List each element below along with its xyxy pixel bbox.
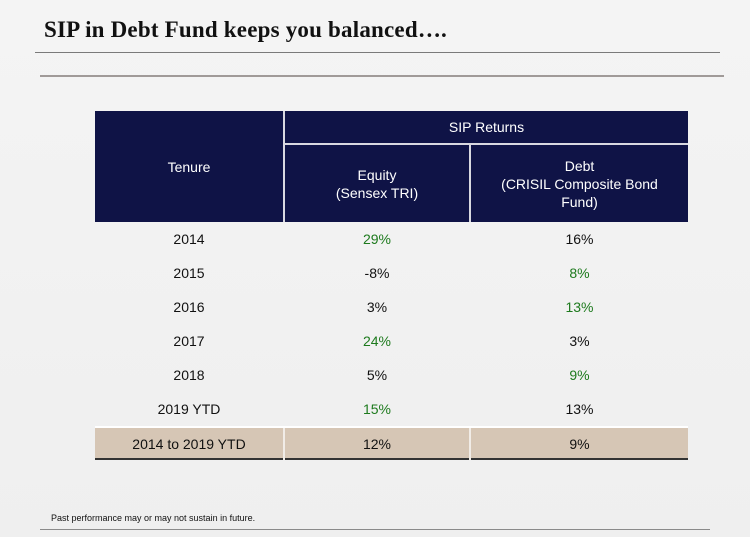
- header-debt: Debt (CRISIL Composite Bond Fund): [471, 145, 688, 222]
- cell-tenure: 2017: [173, 333, 205, 349]
- table-total-row: 2014 to 2019 YTD 12% 9%: [95, 426, 688, 460]
- header-equity-line1: Equity: [357, 166, 397, 183]
- table-header: Tenure SIP Returns Equity (Sensex TRI) D…: [95, 111, 688, 222]
- cell-debt: 3%: [569, 333, 590, 349]
- table-row: 2014 29% 16%: [95, 222, 688, 256]
- cell-debt: 13%: [565, 299, 594, 315]
- header-debt-line1: Debt: [564, 157, 595, 174]
- header-tenure: Tenure: [167, 158, 211, 175]
- header-divider: [469, 145, 471, 222]
- total-divider: [283, 428, 285, 460]
- cell-equity: 5%: [366, 367, 388, 383]
- cell-debt: 9%: [569, 367, 590, 383]
- header-divider: [283, 111, 285, 222]
- cell-debt: 13%: [565, 401, 594, 417]
- cell-equity: 3%: [366, 299, 388, 315]
- header-debt-line3: Fund): [561, 193, 598, 210]
- cell-equity: -8%: [364, 265, 390, 281]
- disclaimer-footnote: Past performance may or may not sustain …: [51, 513, 256, 523]
- cell-tenure: 2016: [173, 299, 205, 315]
- cell-equity: 29%: [362, 231, 392, 247]
- header-debt-line2: (CRISIL Composite Bond: [501, 175, 658, 192]
- title-divider: [35, 52, 720, 53]
- section-divider: [40, 75, 724, 77]
- cell-debt: 16%: [565, 231, 594, 247]
- page-title: SIP in Debt Fund keeps you balanced….: [44, 17, 447, 42]
- header-equity: Equity (Sensex TRI): [285, 145, 469, 222]
- header-sip-returns: SIP Returns: [448, 119, 525, 135]
- table-row: 2018 5% 9%: [95, 358, 688, 392]
- table-row: 2019 YTD 15% 13%: [95, 392, 688, 426]
- cell-debt: 9%: [569, 436, 590, 452]
- table-row: 2016 3% 13%: [95, 290, 688, 324]
- sip-returns-table: Tenure SIP Returns Equity (Sensex TRI) D…: [95, 111, 688, 460]
- cell-tenure: 2019 YTD: [157, 401, 221, 417]
- total-divider: [469, 428, 471, 460]
- header-equity-line2: (Sensex TRI): [335, 184, 419, 201]
- cell-tenure: 2018: [173, 367, 205, 383]
- cell-equity: 15%: [362, 401, 392, 417]
- table-row: 2017 24% 3%: [95, 324, 688, 358]
- cell-debt: 8%: [569, 265, 590, 281]
- header-divider: [285, 143, 688, 145]
- table-row: 2015 -8% 8%: [95, 256, 688, 290]
- cell-equity: 12%: [362, 436, 392, 452]
- footer-divider: [40, 529, 710, 530]
- cell-tenure: 2014: [173, 231, 205, 247]
- cell-equity: 24%: [362, 333, 392, 349]
- cell-tenure: 2014 to 2019 YTD: [132, 436, 246, 452]
- cell-tenure: 2015: [173, 265, 205, 281]
